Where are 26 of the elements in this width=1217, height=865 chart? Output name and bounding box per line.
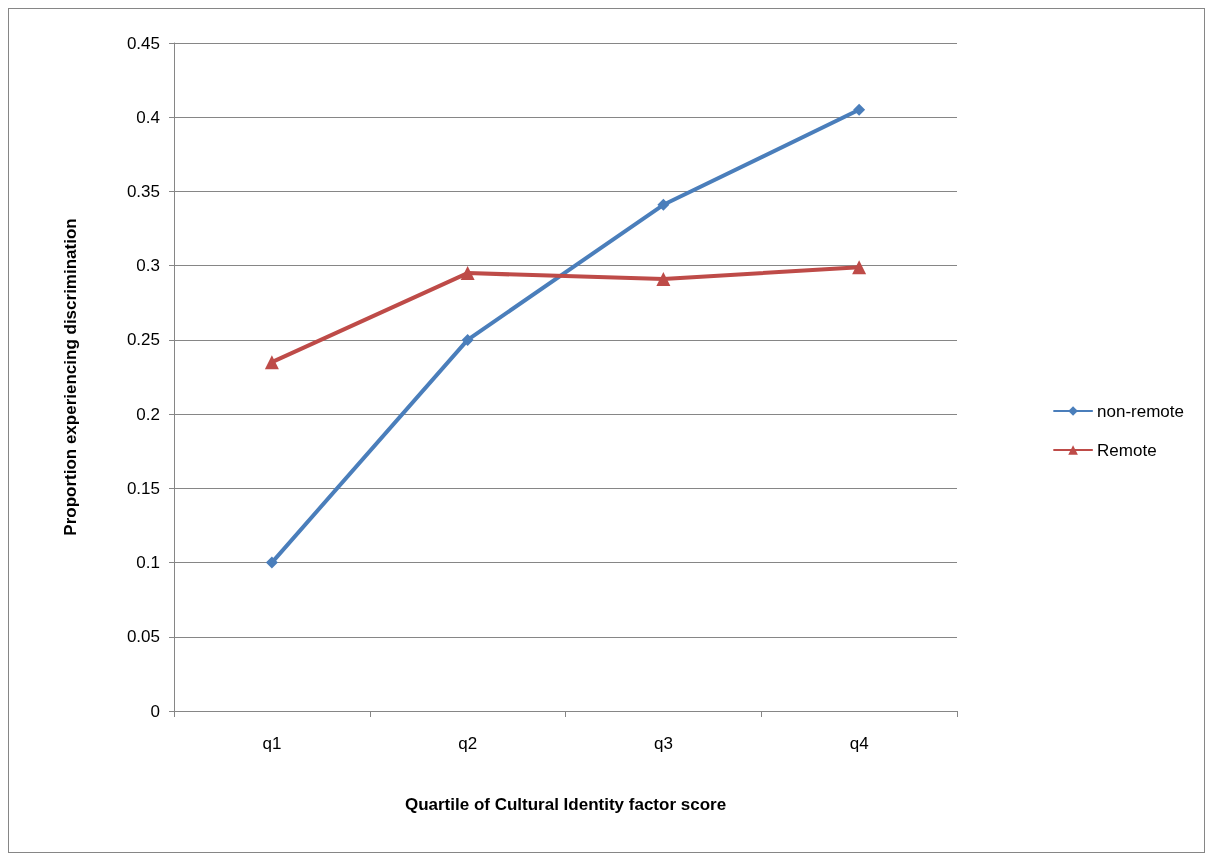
legend-label: Remote xyxy=(1097,440,1157,460)
point xyxy=(460,266,475,281)
point xyxy=(657,198,670,211)
y-tick-label: 0.45 xyxy=(126,33,160,53)
x-tick-label: q2 xyxy=(458,734,478,753)
point xyxy=(656,272,671,287)
x-tick-label: q3 xyxy=(653,734,673,753)
point xyxy=(461,333,474,346)
y-tick-label: 0.1 xyxy=(136,553,160,573)
y-tick-label: 0.05 xyxy=(126,627,160,647)
y-tick-label: 0.2 xyxy=(136,404,160,424)
x-tick-label: q1 xyxy=(262,734,282,753)
point xyxy=(265,556,278,569)
y-tick-label: 0 xyxy=(150,701,160,721)
x-tick-label: q4 xyxy=(849,734,869,753)
legend-label: non-remote xyxy=(1097,401,1184,421)
y-tick-label: 0.3 xyxy=(136,256,160,276)
y-tick-label: 0.35 xyxy=(126,181,160,201)
y-tick-label: 0.25 xyxy=(126,330,160,350)
x-axis-title: Quartile of Cultural Identity factor score xyxy=(404,795,727,814)
point xyxy=(853,103,866,116)
point xyxy=(852,260,867,275)
point xyxy=(264,355,279,370)
y-tick-label: 0.4 xyxy=(136,107,160,127)
y-axis-title: Proportion experiencing discrimination xyxy=(61,218,80,536)
y-tick-label: 0.15 xyxy=(126,478,160,498)
